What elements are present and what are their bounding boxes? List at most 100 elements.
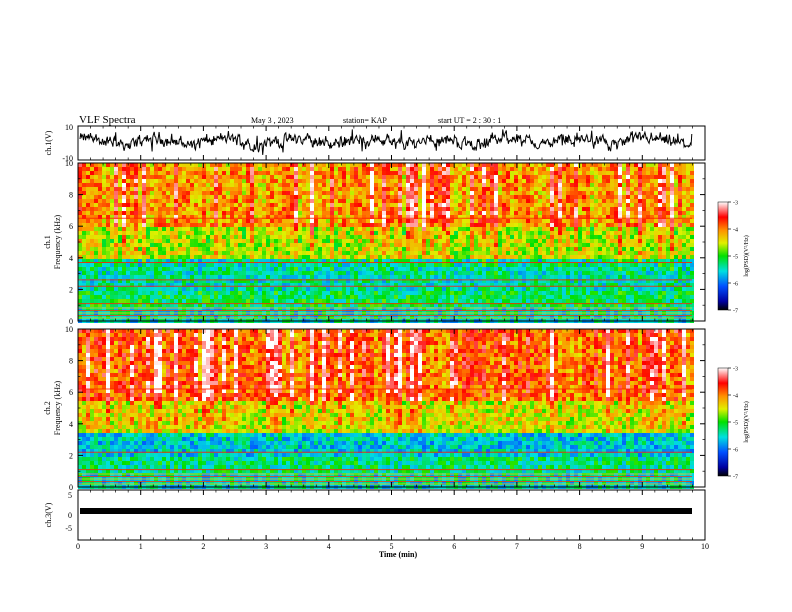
spectrogram-cell	[286, 239, 290, 243]
spectrogram-cell	[298, 235, 302, 239]
spectrogram-cell	[646, 267, 650, 271]
spectrogram-cell	[174, 199, 178, 203]
spectrogram-cell	[678, 255, 682, 259]
spectrogram-cell	[626, 251, 630, 255]
spectrogram-cell	[234, 255, 238, 259]
spectrogram-cell	[510, 167, 514, 171]
spectrogram-cell	[306, 215, 310, 219]
spectrogram-cell	[682, 167, 686, 171]
spectrogram-cell	[82, 167, 86, 171]
spectrogram-cell	[602, 255, 606, 259]
spectrogram-cell	[642, 231, 646, 235]
spectrogram-cell	[118, 279, 122, 283]
spectrogram-cell	[414, 219, 418, 223]
spectrogram-cell	[618, 239, 622, 243]
spectrogram-cell	[506, 203, 510, 207]
spectrogram-cell	[310, 247, 314, 251]
spectrogram-cell	[470, 279, 474, 283]
spectrogram-cell	[118, 163, 122, 167]
spectrogram-cell	[282, 255, 286, 259]
spectrogram-cell	[290, 247, 294, 251]
spectrogram-cell	[314, 215, 318, 219]
spectrogram-cell	[474, 207, 478, 211]
spectrogram-cell	[110, 183, 114, 187]
spectrogram-cell	[102, 275, 106, 279]
spectrogram-cell	[646, 167, 650, 171]
spectrogram-cell	[226, 211, 230, 215]
spectrogram-cell	[642, 267, 646, 271]
spectrogram-cell	[610, 271, 614, 275]
spectrogram-cell	[494, 179, 498, 183]
spectrogram-cell	[454, 279, 458, 283]
spectrogram-cell	[326, 223, 330, 227]
spectrogram-cell	[610, 263, 614, 267]
spectrogram-cell	[570, 187, 574, 191]
spectrogram-cell	[458, 227, 462, 231]
spectrogram-cell	[450, 287, 454, 291]
spectrogram-cell	[230, 195, 234, 199]
spectrogram-cell	[274, 207, 278, 211]
spectrogram-cell	[398, 179, 402, 183]
spectrogram-cell	[514, 167, 518, 171]
spectrogram-cell	[110, 267, 114, 271]
spectrogram-cell	[286, 243, 290, 247]
spectrogram-cell	[202, 187, 206, 191]
spectrogram-cell	[206, 167, 210, 171]
spectrogram-cell	[290, 263, 294, 267]
spectrogram-cell	[590, 283, 594, 287]
spectrogram-cell	[110, 191, 114, 195]
spectrogram-cell	[146, 207, 150, 211]
spectrogram-cell	[366, 287, 370, 291]
spectrogram-cell	[126, 287, 130, 291]
spectrogram-cell	[582, 187, 586, 191]
spectrogram-cell	[682, 255, 686, 259]
spectrogram-cell	[502, 275, 506, 279]
spectrogram-cell	[670, 243, 674, 247]
spectrogram-cell	[162, 231, 166, 235]
spectrogram-cell	[194, 199, 198, 203]
spectrogram-cell	[258, 211, 262, 215]
spectrogram-cell	[246, 255, 250, 259]
spectrogram-cell	[278, 231, 282, 235]
spectrogram-cell	[334, 199, 338, 203]
spectrogram-cell	[322, 211, 326, 215]
spectrogram-cell	[198, 259, 202, 263]
spectrogram-cell	[286, 199, 290, 203]
spectrogram-cell	[242, 191, 246, 195]
spectrogram-cell	[238, 199, 242, 203]
spectrogram-cell	[518, 271, 522, 275]
spectrogram-cell	[454, 255, 458, 259]
spectrogram-cell	[370, 259, 374, 263]
spectrogram-cell	[390, 259, 394, 263]
spectrogram-cell	[338, 211, 342, 215]
spectrogram-cell	[254, 167, 258, 171]
spectrogram-cell	[258, 231, 262, 235]
spectrogram-cell	[446, 239, 450, 243]
spectrogram-cell	[506, 207, 510, 211]
spectrogram-cell	[542, 251, 546, 255]
spectrogram-cell	[110, 223, 114, 227]
spectrogram-cell	[106, 207, 110, 211]
spectrogram-cell	[166, 247, 170, 251]
spectrogram-cell	[226, 223, 230, 227]
spectrogram-cell	[346, 167, 350, 171]
spectrogram-cell	[178, 223, 182, 227]
spectrogram-cell	[538, 199, 542, 203]
spectrogram-cell	[618, 171, 622, 175]
spectrogram-cell	[282, 239, 286, 243]
spectrogram-cell	[454, 195, 458, 199]
spectrogram-cell	[306, 187, 310, 191]
spectrogram-cell	[302, 275, 306, 279]
spectrogram-cell	[646, 215, 650, 219]
spectrogram-cell	[382, 187, 386, 191]
spectrogram-cell	[598, 235, 602, 239]
spectrogram-cell	[350, 199, 354, 203]
spectrogram-cell	[506, 171, 510, 175]
spectrogram-cell	[346, 243, 350, 247]
spectrogram-cell	[90, 199, 94, 203]
spectrogram-cell	[446, 191, 450, 195]
spectrogram-cell	[330, 275, 334, 279]
spectrogram-cell	[426, 235, 430, 239]
spectrogram-cell	[426, 239, 430, 243]
spectrogram-cell	[98, 275, 102, 279]
